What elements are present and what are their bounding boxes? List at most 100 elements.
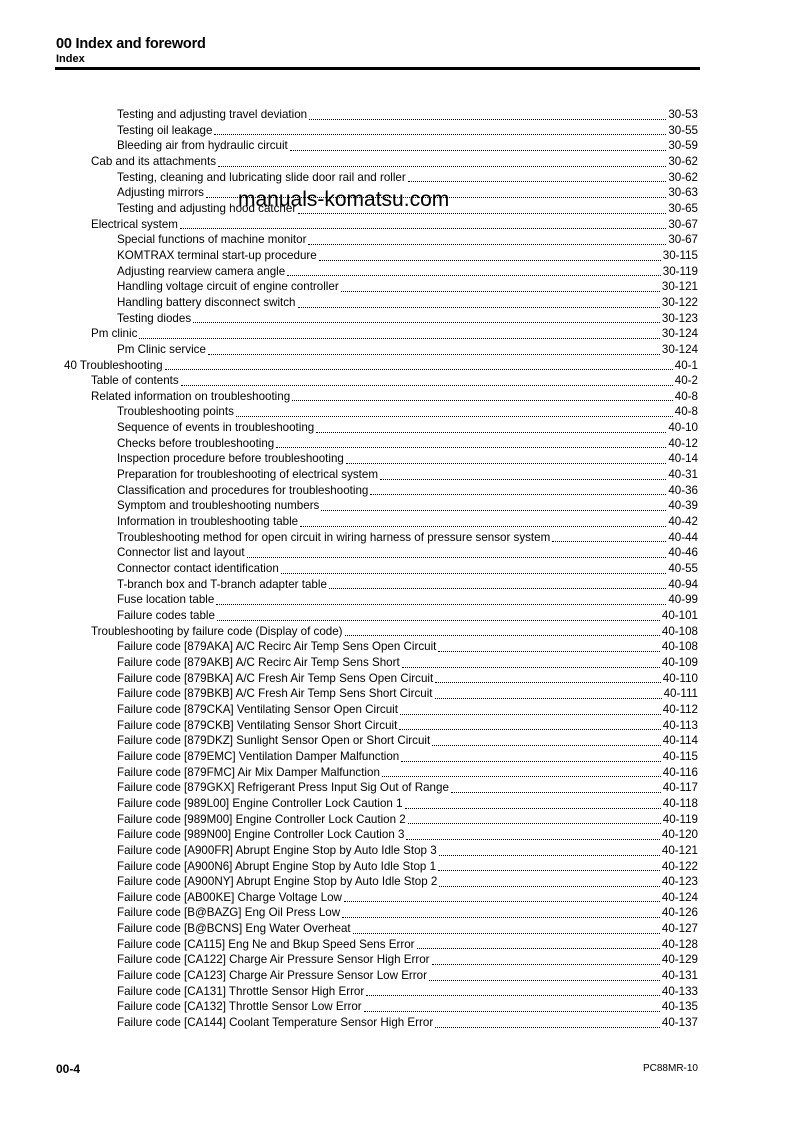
section-title: 00 Index and foreword bbox=[56, 36, 206, 52]
toc-entry[interactable]: KOMTRAX terminal start-up procedure 30-11… bbox=[0, 248, 698, 264]
toc-entry[interactable]: Failure code [879AKA] A/C Recirc Air Tem… bbox=[0, 639, 698, 655]
toc-entry[interactable]: Adjusting rearview camera angle 30-119 bbox=[0, 264, 698, 280]
toc-entry[interactable]: Special functions of machine monitor 30-6… bbox=[0, 232, 698, 248]
toc-entry-page: 40-94 bbox=[668, 577, 698, 591]
toc-entry[interactable]: Connector contact identification 40-55 bbox=[0, 561, 698, 577]
toc-entry-page: 30-62 bbox=[668, 154, 698, 168]
toc-entry-title: Failure code [A900FR] Abrupt Engine Stop… bbox=[117, 843, 437, 857]
toc-entry[interactable]: 40 Troubleshooting 40-1 bbox=[0, 358, 698, 374]
toc-entry[interactable]: Failure code [CA122] Charge Air Pressure… bbox=[0, 952, 698, 968]
dot-leader bbox=[370, 494, 667, 496]
toc-entry[interactable]: Failure code [CA131] Throttle Sensor Hig… bbox=[0, 984, 698, 1000]
toc-entry[interactable]: Failure code [879BKB] A/C Fresh Air Temp… bbox=[0, 686, 698, 702]
toc-entry-title: Failure code [989M00] Engine Controller … bbox=[117, 812, 406, 826]
toc-entry-page: 40-31 bbox=[668, 468, 698, 482]
toc-entry[interactable]: Adjusting mirrors 30-63 bbox=[0, 185, 698, 201]
toc-entry[interactable]: Failure code [CA123] Charge Air Pressure… bbox=[0, 968, 698, 984]
toc-entry[interactable]: Information in troubleshooting table 40-4… bbox=[0, 514, 698, 530]
toc-entry-title: Testing oil leakage bbox=[117, 123, 213, 137]
toc-entry[interactable]: Failure code [879AKB] A/C Recirc Air Tem… bbox=[0, 655, 698, 671]
dot-leader bbox=[328, 588, 667, 590]
toc-entry-title: Pm Clinic service bbox=[117, 342, 206, 356]
toc-entry[interactable]: Troubleshooting by failure code (Display… bbox=[0, 624, 698, 640]
toc-entry[interactable]: Testing and adjusting hood catcher 30-65 bbox=[0, 201, 698, 217]
toc-entry[interactable]: Failure code [AB00KE] Charge Voltage Low… bbox=[0, 890, 698, 906]
toc-entry[interactable]: Failure code [CA132] Throttle Sensor Low… bbox=[0, 999, 698, 1015]
dot-leader bbox=[380, 478, 667, 480]
toc-entry[interactable]: Failure code [989N00] Engine Controller … bbox=[0, 827, 698, 843]
toc-entry-page: 40-122 bbox=[661, 859, 698, 873]
toc-entry-page: 40-131 bbox=[661, 969, 698, 983]
toc-entry[interactable]: Failure code [A900FR] Abrupt Engine Stop… bbox=[0, 843, 698, 859]
toc-entry-title: Adjusting rearview camera angle bbox=[117, 264, 286, 278]
toc-entry[interactable]: Failure code [879EMC] Ventilation Damper… bbox=[0, 749, 698, 765]
toc-entry[interactable]: Failure code [B@BCNS] Eng Water Overheat… bbox=[0, 921, 698, 937]
toc-entry[interactable]: Symptom and troubleshooting numbers 40-39 bbox=[0, 498, 698, 514]
toc-entry-page: 40-124 bbox=[661, 890, 698, 904]
toc-entry-page: 30-122 bbox=[661, 295, 698, 309]
toc-entry-page: 40-127 bbox=[661, 922, 698, 936]
toc-entry-title: Failure code [879AKB] A/C Recirc Air Tem… bbox=[117, 655, 400, 669]
toc-entry[interactable]: Failure code [CA144] Coolant Temperature… bbox=[0, 1015, 698, 1031]
toc-entry[interactable]: Checks before troubleshooting 40-12 bbox=[0, 436, 698, 452]
toc-entry-title: Handling battery disconnect switch bbox=[117, 295, 296, 309]
toc-entry[interactable]: Table of contents 40-2 bbox=[0, 373, 698, 389]
toc-entry[interactable]: Related information on troubleshooting 40… bbox=[0, 389, 698, 405]
toc-entry[interactable]: Pm clinic 30-124 bbox=[0, 326, 698, 342]
toc-entry-title: Symptom and troubleshooting numbers bbox=[117, 499, 320, 513]
toc-entry-page: 40-118 bbox=[662, 796, 698, 810]
toc-entry[interactable]: Sequence of events in troubleshooting 40-… bbox=[0, 420, 698, 436]
toc-entry-title: Fuse location table bbox=[117, 593, 215, 607]
dot-leader bbox=[344, 635, 660, 637]
toc-entry[interactable]: Classification and procedures for troubl… bbox=[0, 483, 698, 499]
toc-entry[interactable]: Failure code [989L00] Engine Controller … bbox=[0, 796, 698, 812]
toc-entry[interactable]: Inspection procedure before troubleshoot… bbox=[0, 451, 698, 467]
toc-entry[interactable]: T-branch box and T-branch adapter table 4… bbox=[0, 577, 698, 593]
toc-entry[interactable]: Failure codes table 40-101 bbox=[0, 608, 698, 624]
toc-entry[interactable]: Bleeding air from hydraulic circuit 30-59 bbox=[0, 138, 698, 154]
toc-entry[interactable]: Testing, cleaning and lubricating slide … bbox=[0, 170, 698, 186]
toc-entry-title: Failure code [CA122] Charge Air Pressure… bbox=[117, 953, 430, 967]
toc-entry-page: 30-124 bbox=[661, 342, 698, 356]
toc-entry[interactable]: Preparation for troubleshooting of elect… bbox=[0, 467, 698, 483]
toc-entry[interactable]: Handling voltage circuit of engine contr… bbox=[0, 279, 698, 295]
toc-entry[interactable]: Cab and its attachments 30-62 bbox=[0, 154, 698, 170]
toc-entry[interactable]: Failure code [B@BAZG] Eng Oil Press Low 4… bbox=[0, 905, 698, 921]
toc-entry-title: Failure code [CA131] Throttle Sensor Hig… bbox=[117, 984, 365, 998]
toc-entry[interactable]: Failure code [989M00] Engine Controller … bbox=[0, 812, 698, 828]
toc-entry[interactable]: Handling battery disconnect switch 30-122 bbox=[0, 295, 698, 311]
dot-leader bbox=[363, 1011, 660, 1013]
toc-entry[interactable]: Testing and adjusting travel deviation 30… bbox=[0, 107, 698, 123]
toc-entry-title: Connector list and layout bbox=[117, 546, 245, 560]
toc-entry[interactable]: Testing oil leakage 30-55 bbox=[0, 123, 698, 139]
toc-entry[interactable]: Failure code [CA115] Eng Ne and Bkup Spe… bbox=[0, 937, 698, 953]
toc-entry-title: Troubleshooting points bbox=[117, 405, 234, 419]
toc-entry[interactable]: Failure code [879CKB] Ventilating Sensor… bbox=[0, 718, 698, 734]
toc-entry[interactable]: Failure code [879BKA] A/C Fresh Air Temp… bbox=[0, 671, 698, 687]
toc-entry-page: 40-111 bbox=[663, 687, 698, 701]
toc-entry[interactable]: Failure code [A900NY] Abrupt Engine Stop… bbox=[0, 874, 698, 890]
dot-leader bbox=[309, 118, 667, 120]
toc-entry[interactable]: Failure code [879FMC] Air Mix Damper Mal… bbox=[0, 765, 698, 781]
toc-entry[interactable]: Troubleshooting points 40-8 bbox=[0, 404, 698, 420]
toc-entry[interactable]: Troubleshooting method for open circuit … bbox=[0, 530, 698, 546]
toc-entry[interactable]: Failure code [A900N6] Abrupt Engine Stop… bbox=[0, 859, 698, 875]
toc-entry[interactable]: Failure code [879CKA] Ventilating Sensor… bbox=[0, 702, 698, 718]
toc-entry-page: 30-67 bbox=[668, 233, 698, 247]
toc-entry[interactable]: Fuse location table 40-99 bbox=[0, 592, 698, 608]
dot-leader bbox=[435, 682, 661, 684]
dot-leader bbox=[438, 650, 660, 652]
toc-entry-page: 40-123 bbox=[661, 875, 698, 889]
toc-entry[interactable]: Testing diodes 30-123 bbox=[0, 311, 698, 327]
toc-entry[interactable]: Electrical system 30-67 bbox=[0, 217, 698, 233]
toc-entry[interactable]: Failure code [879DKZ] Sunlight Sensor Op… bbox=[0, 733, 698, 749]
dot-leader bbox=[401, 760, 661, 762]
toc-entry-page: 40-2 bbox=[674, 374, 698, 388]
toc-entry[interactable]: Failure code [879GKX] Refrigerant Press … bbox=[0, 780, 698, 796]
toc-entry[interactable]: Connector list and layout 40-46 bbox=[0, 545, 698, 561]
toc-entry-page: 40-119 bbox=[662, 812, 698, 826]
toc-entry[interactable]: Pm Clinic service 30-124 bbox=[0, 342, 698, 358]
toc-entry-title: Adjusting mirrors bbox=[117, 186, 204, 200]
toc-entry-page: 40-109 bbox=[661, 655, 698, 669]
toc-entry-title: Failure code [CA144] Coolant Temperature… bbox=[117, 1016, 434, 1030]
